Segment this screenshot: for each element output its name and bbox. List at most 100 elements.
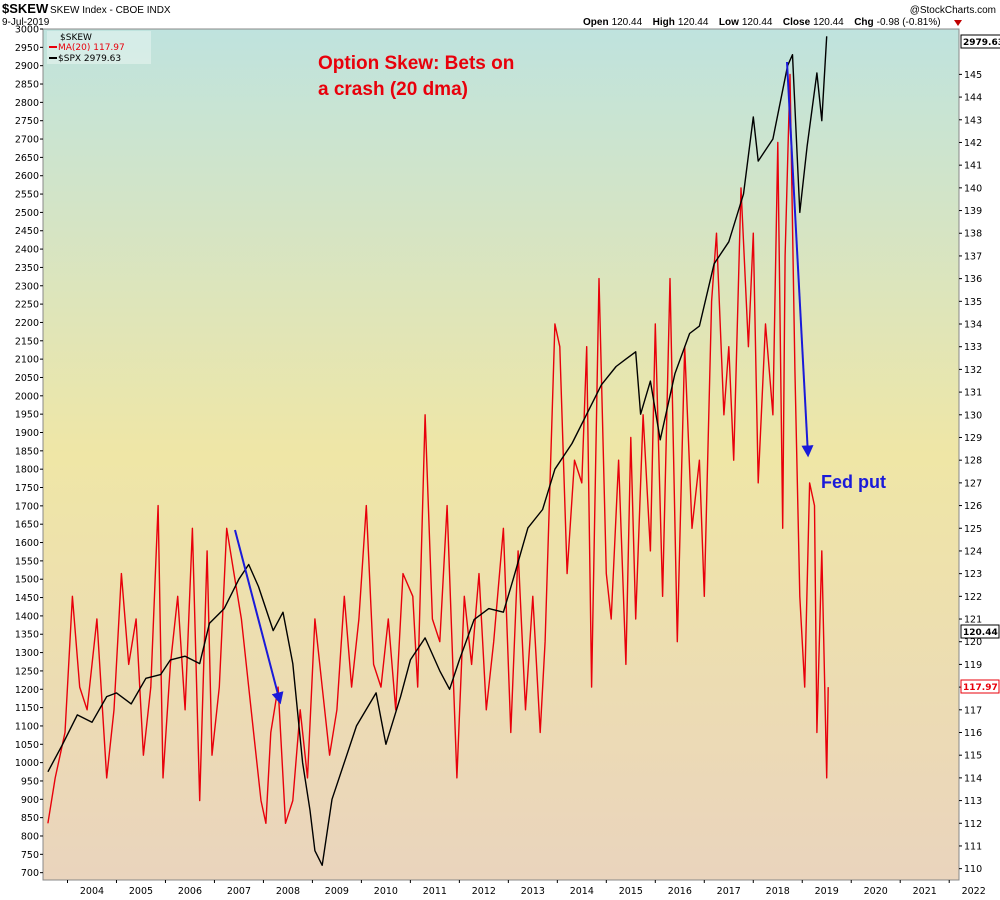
left-tick-label: 1250	[15, 666, 39, 677]
right-tick-label: 123	[964, 569, 982, 580]
right-axis: 1101111121131141151161171181191201211221…	[959, 70, 982, 875]
right-tick-label: 119	[964, 660, 982, 671]
svg-text:2979.63: 2979.63	[963, 38, 1000, 48]
x-tick-label: 2008	[276, 886, 300, 897]
right-tick-label: 136	[964, 274, 982, 285]
x-tick-label: 2013	[521, 886, 545, 897]
left-tick-label: 1500	[15, 575, 39, 586]
brand-watermark: @StockCharts.com	[910, 5, 996, 16]
left-tick-label: 1050	[15, 740, 39, 751]
left-tick-label: 2550	[15, 190, 39, 201]
x-tick-label: 2018	[766, 886, 790, 897]
left-tick-label: 1850	[15, 446, 39, 457]
left-tick-label: 1000	[15, 758, 39, 769]
left-tick-label: 750	[21, 850, 39, 861]
left-tick-label: 2250	[15, 300, 39, 311]
x-tick-label: 2005	[129, 886, 153, 897]
header-index-name: SKEW Index - CBOE INDX	[50, 5, 171, 16]
left-tick-label: 1550	[15, 556, 39, 567]
right-tick-label: 132	[964, 365, 982, 376]
left-tick-label: 2800	[15, 98, 39, 109]
left-tick-label: 1400	[15, 611, 39, 622]
right-tick-label: 138	[964, 229, 982, 240]
left-tick-label: 2400	[15, 245, 39, 256]
arrow-2007-decline	[234, 529, 284, 705]
right-tick-label: 112	[964, 819, 982, 830]
x-tick-label: 2016	[668, 886, 692, 897]
x-tick-label: 2014	[570, 886, 594, 897]
x-tick-label: 2011	[423, 886, 447, 897]
tag-skew-last: 120.44	[960, 624, 1000, 639]
left-tick-label: 850	[21, 813, 39, 824]
x-tick-label: 2012	[472, 886, 496, 897]
x-tick-label: 2006	[178, 886, 202, 897]
left-tick-label: 1150	[15, 703, 39, 714]
left-tick-label: 2200	[15, 318, 39, 329]
header-date: 9-Jul-2019	[2, 17, 50, 28]
x-tick-label: 2022	[962, 886, 986, 897]
left-tick-label: 2300	[15, 281, 39, 292]
tag-ma-last: 117.97	[960, 679, 1000, 694]
left-tick-label: 2100	[15, 355, 39, 366]
right-tick-label: 121	[964, 615, 982, 626]
right-tick-label: 130	[964, 410, 982, 421]
right-tick-label: 120	[964, 637, 982, 648]
right-tick-label: 110	[964, 864, 982, 875]
right-tick-label: 128	[964, 456, 982, 467]
x-tick-label: 2019	[815, 886, 839, 897]
left-tick-label: 2900	[15, 61, 39, 72]
right-tick-label: 133	[964, 342, 982, 353]
left-tick-label: 1350	[15, 630, 39, 641]
x-tick-label: 2007	[227, 886, 251, 897]
left-tick-label: 2750	[15, 116, 39, 127]
legend-spx: $SPX 2979.63	[58, 54, 121, 64]
right-tick-label: 111	[964, 841, 982, 852]
left-tick-label: 2350	[15, 263, 39, 274]
left-axis: 700 750 800 850 900 950 1000 1050 1100 1150 1200 12…	[15, 25, 43, 879]
annotation-fed-put: Fed put	[821, 472, 886, 492]
x-tick-label: 2004	[80, 886, 104, 897]
left-tick-label: 800	[21, 831, 39, 842]
x-axis: 2004 2005 2006 2007 2008 2009 2010 2011 2012 2013…	[66, 880, 986, 897]
x-tick-label: 2020	[864, 886, 888, 897]
left-tick-label: 950	[21, 776, 39, 787]
svg-text:117.97: 117.97	[963, 683, 998, 693]
x-tick-label: 2017	[717, 886, 741, 897]
right-tick-label: 122	[964, 592, 982, 603]
legend-ma: MA(20) 117.97	[58, 43, 125, 53]
left-tick-label: 1700	[15, 501, 39, 512]
left-tick-label: 3000	[15, 25, 39, 36]
left-tick-label: 900	[21, 795, 39, 806]
right-tick-label: 131	[964, 388, 982, 399]
annotation-title-line1: Option Skew: Bets on	[318, 53, 514, 74]
left-tick-label: 2500	[15, 208, 39, 219]
left-tick-label: 2700	[15, 135, 39, 146]
right-tick-label: 141	[964, 161, 982, 172]
left-tick-label: 1300	[15, 648, 39, 659]
arrow-2018-decline	[786, 61, 814, 458]
annotation-title-line2: a crash (20 dma)	[318, 79, 468, 100]
left-tick-label: 2650	[15, 153, 39, 164]
left-tick-label: 2050	[15, 373, 39, 384]
header-ohlc: Open 120.44 High 120.44 Low 120.44 Close 120…	[583, 12, 941, 29]
left-tick-label: 1100	[15, 721, 39, 732]
left-tick-label: 1750	[15, 483, 39, 494]
right-tick-label: 144	[964, 93, 982, 104]
right-tick-label: 143	[964, 115, 982, 126]
left-tick-label: 700	[21, 868, 39, 879]
x-tick-label: 2009	[325, 886, 349, 897]
left-tick-label: 2950	[15, 43, 39, 54]
right-tick-label: 124	[964, 546, 982, 557]
right-tick-label: 137	[964, 251, 982, 262]
right-tick-label: 140	[964, 183, 982, 194]
left-tick-label: 1200	[15, 685, 39, 696]
right-tick-label: 142	[964, 138, 982, 149]
right-tick-label: 127	[964, 478, 982, 489]
x-tick-label: 2021	[913, 886, 937, 897]
left-tick-label: 1650	[15, 520, 39, 531]
x-tick-label: 2015	[619, 886, 643, 897]
right-tick-label: 126	[964, 501, 982, 512]
left-tick-label: 1900	[15, 428, 39, 439]
left-tick-label: 2150	[15, 336, 39, 347]
